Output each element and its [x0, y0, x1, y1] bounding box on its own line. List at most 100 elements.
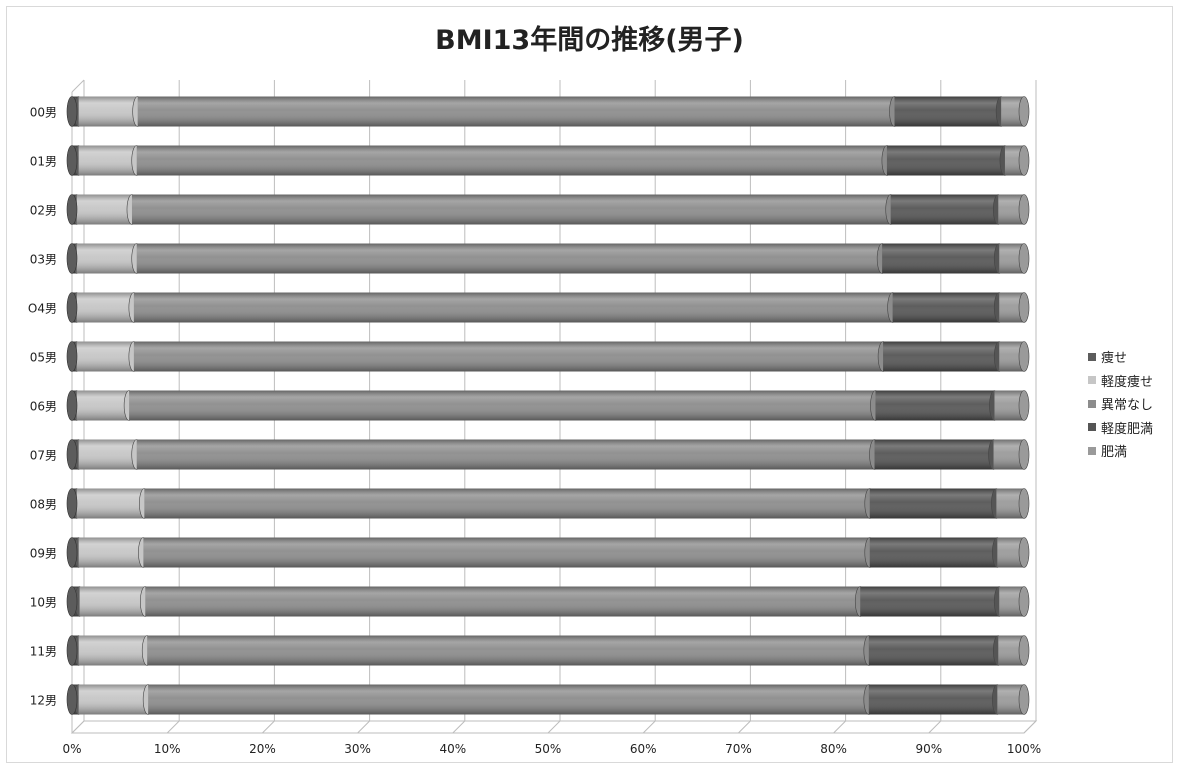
bar-segment-shade — [129, 390, 876, 421]
bar-segment-shade — [890, 194, 999, 225]
bar-segment-shade — [76, 390, 130, 421]
bar-segment-joint — [1018, 341, 1030, 372]
bar-segment-joint — [1018, 537, 1030, 568]
y-tick-label: O4男 — [28, 302, 57, 316]
bar-left-cap — [66, 537, 78, 568]
y-tick-label: 00男 — [30, 106, 57, 120]
bar-segment-shade — [78, 684, 149, 715]
legend-item: 軽度痩せ — [1088, 369, 1153, 393]
bar-row — [66, 586, 1030, 617]
legend-label: 肥満 — [1101, 445, 1128, 461]
bar-segment-joint — [1018, 292, 1030, 323]
bar-segment-shade — [1004, 145, 1024, 176]
legend-label: 異常なし — [1101, 398, 1154, 414]
y-tick-label: 02男 — [30, 204, 57, 218]
bar-segment-shade — [143, 537, 870, 568]
bar-segment-shade — [147, 635, 869, 666]
bar-segment-joint — [1018, 635, 1030, 666]
y-tick-label: 12男 — [30, 694, 57, 708]
floor-gridline — [738, 720, 751, 734]
floor-gridline — [262, 720, 275, 734]
bar-segment-shade — [892, 292, 1000, 323]
bar-row — [66, 537, 1030, 568]
bar-segment-shade — [144, 488, 870, 519]
bar-segment-shade — [875, 390, 995, 421]
bar-segment-shade — [894, 96, 1002, 127]
bar-row — [66, 439, 1030, 470]
y-tick-label: 05男 — [30, 351, 57, 365]
x-tick-label: 50% — [535, 742, 562, 756]
bar-left-cap — [66, 635, 78, 666]
floor-gridline — [833, 720, 846, 734]
bar-segment-shade — [78, 439, 137, 470]
bar-row — [66, 684, 1030, 715]
bar-segment-joint — [1018, 586, 1030, 617]
x-tick-label: 60% — [630, 742, 657, 756]
bar-segment-shade — [868, 684, 998, 715]
legend-label: 痩せ — [1101, 351, 1128, 367]
legend-swatch — [1088, 446, 1096, 455]
bar-row — [66, 341, 1030, 372]
bar-row — [66, 635, 1030, 666]
bars — [66, 96, 1030, 715]
legend-swatch — [1088, 376, 1096, 385]
bar-segment-shade — [78, 635, 148, 666]
y-tick-label: 03男 — [30, 253, 57, 267]
chart-frame — [6, 6, 1173, 763]
floor-gridline — [357, 720, 370, 734]
bar-left-cap — [66, 96, 78, 127]
bar-segment-shade — [860, 586, 1000, 617]
legend-item: 軽度肥満 — [1088, 416, 1153, 440]
x-axis-labels: 0% 10% 20% 30% 40% 50% 60% 70% 80% 90% 100% — [62, 742, 1041, 756]
x-tick-label: 100% — [1007, 742, 1041, 756]
floor-gridline — [642, 720, 656, 734]
bar-left-cap — [66, 390, 78, 421]
floor-gridline — [452, 720, 466, 734]
bar-segment-shade — [76, 243, 137, 274]
bar-row — [66, 194, 1030, 225]
bar-segment-shade — [137, 96, 895, 127]
floor-gridline — [166, 720, 180, 734]
bar-left-cap — [66, 684, 78, 715]
bar-left-cap — [66, 243, 78, 274]
bar-segment-shade — [78, 145, 137, 176]
legend-item: 異常なし — [1088, 392, 1153, 416]
bar-segment-shade — [76, 292, 134, 323]
bar-segment-joint — [1018, 194, 1030, 225]
y-tick-label: 10男 — [30, 596, 57, 610]
y-tick-label: 06男 — [30, 400, 57, 414]
x-tick-label: 20% — [249, 742, 276, 756]
bar-segment-joint — [1018, 684, 1030, 715]
bar-segment-shade — [76, 194, 132, 225]
bar-segment-shade — [136, 145, 887, 176]
y-tick-label: 08男 — [30, 498, 57, 512]
legend-item: 肥満 — [1088, 439, 1153, 463]
x-tick-label: 30% — [344, 742, 371, 756]
floor-gridline — [71, 720, 85, 734]
bar-segment-shade — [76, 341, 134, 372]
floor-gridline — [547, 720, 561, 734]
floor-gridline — [1023, 720, 1037, 734]
chart-title: BMI13年間の推移(男子) — [435, 25, 744, 56]
bar-segment-shade — [886, 145, 1005, 176]
bar-segment-joint — [1018, 145, 1030, 176]
bar-segment-shade — [869, 488, 997, 519]
bar-segment-shade — [79, 586, 146, 617]
bar-segment-shade — [133, 292, 893, 323]
axis-top-edge — [71, 79, 85, 93]
bar-segment-shade — [145, 586, 861, 617]
bar-left-cap — [66, 292, 78, 323]
bar-segment-shade — [874, 439, 994, 470]
legend-label: 軽度肥満 — [1101, 421, 1154, 437]
bar-segment-shade — [148, 684, 869, 715]
y-tick-label: 07男 — [30, 449, 57, 463]
x-tick-label: 90% — [915, 742, 942, 756]
legend-label: 軽度痩せ — [1101, 374, 1154, 390]
bar-segment-shade — [868, 635, 999, 666]
bar-segment-shade — [133, 341, 884, 372]
x-tick-label: 70% — [725, 742, 752, 756]
legend: 痩せ軽度痩せ異常なし軽度肥満肥満 — [1088, 345, 1153, 463]
floor-gridline — [928, 720, 942, 734]
bar-row — [66, 390, 1030, 421]
bar-left-cap — [66, 586, 78, 617]
